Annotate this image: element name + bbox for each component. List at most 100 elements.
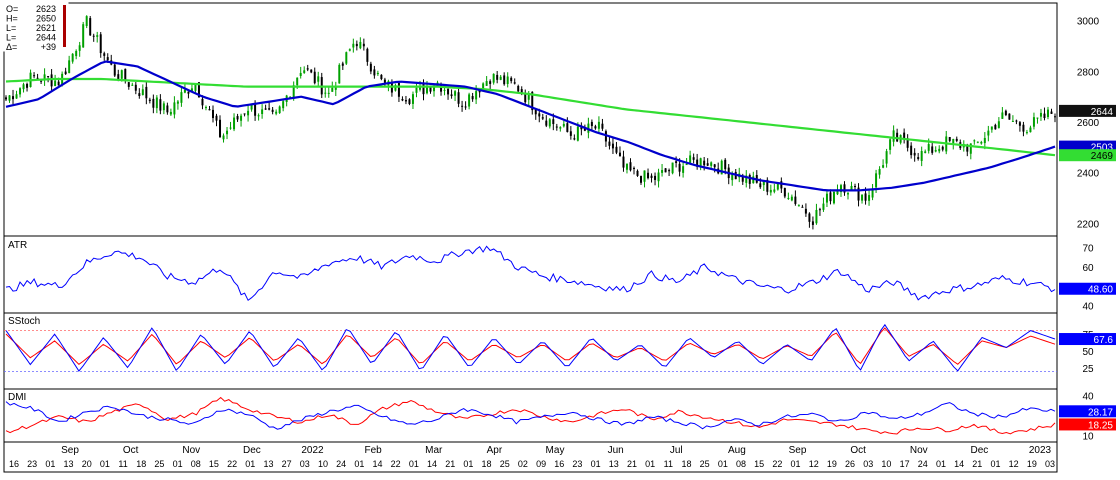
month-label: 2023: [1029, 445, 1052, 456]
ohlc-row-value: 2650: [36, 14, 56, 24]
last-price-tag: 2644: [1091, 107, 1114, 118]
price-bar-body: [348, 49, 351, 51]
price-bar-body: [383, 79, 386, 83]
price-bar-body: [176, 101, 179, 104]
price-bar-body: [618, 152, 621, 157]
price-bar-body: [155, 97, 158, 109]
price-bar-body: [583, 127, 586, 131]
price-bar-body: [271, 109, 274, 112]
price-bar-body: [289, 96, 292, 98]
price-bar-body: [134, 84, 137, 91]
price-bar-body: [745, 175, 748, 183]
price-bar-body: [208, 109, 211, 111]
day-tick-label: 14: [427, 459, 437, 469]
price-bar-body: [969, 143, 972, 154]
price-bar-body: [615, 146, 618, 153]
day-tick-label: 01: [354, 459, 364, 469]
price-bar-body: [955, 138, 958, 141]
price-bar-body: [790, 196, 793, 201]
price-bar-body: [927, 144, 930, 151]
price-bar-body: [534, 109, 537, 115]
price-bar-body: [938, 148, 941, 152]
price-bar-body: [482, 83, 485, 90]
atr-value-tag: 48.60: [1088, 285, 1113, 296]
reference-lines: [4, 330, 1057, 372]
stoch-title: SStoch: [8, 316, 40, 327]
price-bar-body: [748, 174, 751, 184]
day-tick-label: 09: [536, 459, 546, 469]
price-bar-body: [373, 69, 376, 76]
price-bar-body: [692, 157, 695, 160]
price-bar-body: [1036, 117, 1039, 119]
day-tick-label: 01: [645, 459, 655, 469]
day-tick-label: 10: [318, 459, 328, 469]
price-bar-body: [910, 145, 913, 156]
day-tick-label: 01: [45, 459, 55, 469]
price-bar-body: [138, 93, 141, 97]
price-bar-body: [299, 72, 302, 77]
price-bar-body: [1050, 111, 1053, 114]
day-tick-label: 21: [445, 459, 455, 469]
ohlc-row-value: 2644: [36, 33, 56, 43]
price-bar-body: [268, 108, 271, 110]
price-bar-body: [594, 126, 597, 129]
price-bar-body: [411, 94, 414, 104]
price-bar-body: [555, 126, 558, 128]
price-bar-body: [839, 185, 842, 193]
dmi-minus-line: [5, 396, 1056, 435]
price-bar-body: [1046, 109, 1049, 117]
day-tick-label: 19: [1027, 459, 1037, 469]
price-bar-body: [590, 121, 593, 127]
price-bar-body: [661, 170, 664, 173]
price-bar-body: [801, 206, 804, 208]
day-tick-label: 18: [136, 459, 146, 469]
price-bar-body: [250, 104, 253, 110]
price-bar-body: [924, 151, 927, 153]
month-label: Dec: [970, 445, 988, 456]
price-bar-body: [433, 86, 436, 92]
price-bar-body: [5, 97, 7, 100]
month-label: May: [546, 445, 565, 456]
price-bar-body: [647, 172, 650, 179]
price-bar-body: [818, 209, 821, 211]
day-tick-label: 03: [863, 459, 873, 469]
price-bar-body: [787, 197, 790, 199]
price-bar-body: [699, 158, 702, 168]
price-bar-body: [296, 77, 299, 86]
ohlc-row-label: O=: [6, 4, 18, 14]
price-bar-body: [762, 181, 765, 186]
price-bar-body: [422, 83, 425, 95]
day-tick-label: 27: [282, 459, 292, 469]
month-label: Aug: [728, 445, 746, 456]
dmi-minus-tag-bg: [1059, 418, 1116, 431]
day-tick-label: 25: [500, 459, 510, 469]
price-bar-body: [275, 111, 278, 114]
price-bar-body: [394, 85, 397, 91]
price-bar-body: [794, 196, 797, 204]
ohlc-row-label: H=: [6, 14, 18, 24]
price-bar-body: [152, 98, 155, 108]
price-bar-body: [1008, 113, 1011, 120]
price-bar-body: [92, 35, 95, 37]
price-bar-body: [920, 151, 923, 161]
panel-frame-3: [3, 388, 1058, 443]
day-tick-label: 03: [1045, 459, 1055, 469]
ohlc-range-bar: [63, 5, 66, 47]
price-bar-body: [226, 130, 229, 135]
price-bar-body: [538, 113, 541, 117]
day-tick-label: 15: [209, 459, 219, 469]
price-bar-body: [331, 87, 334, 92]
price-bar-body: [447, 88, 450, 95]
ohlc-row-label: L=: [6, 23, 16, 33]
price-bar-body: [426, 86, 429, 94]
price-bar-body: [531, 91, 534, 111]
price-bar-body: [1032, 117, 1035, 127]
price-bar-body: [710, 162, 713, 166]
price-bar-body: [524, 94, 527, 103]
price-bar-body: [397, 82, 400, 97]
price-bar-body: [783, 188, 786, 197]
day-tick-label: 23: [27, 459, 37, 469]
price-bar-body: [569, 131, 572, 136]
price-bar-body: [75, 50, 78, 57]
price-bar-body: [906, 138, 909, 148]
